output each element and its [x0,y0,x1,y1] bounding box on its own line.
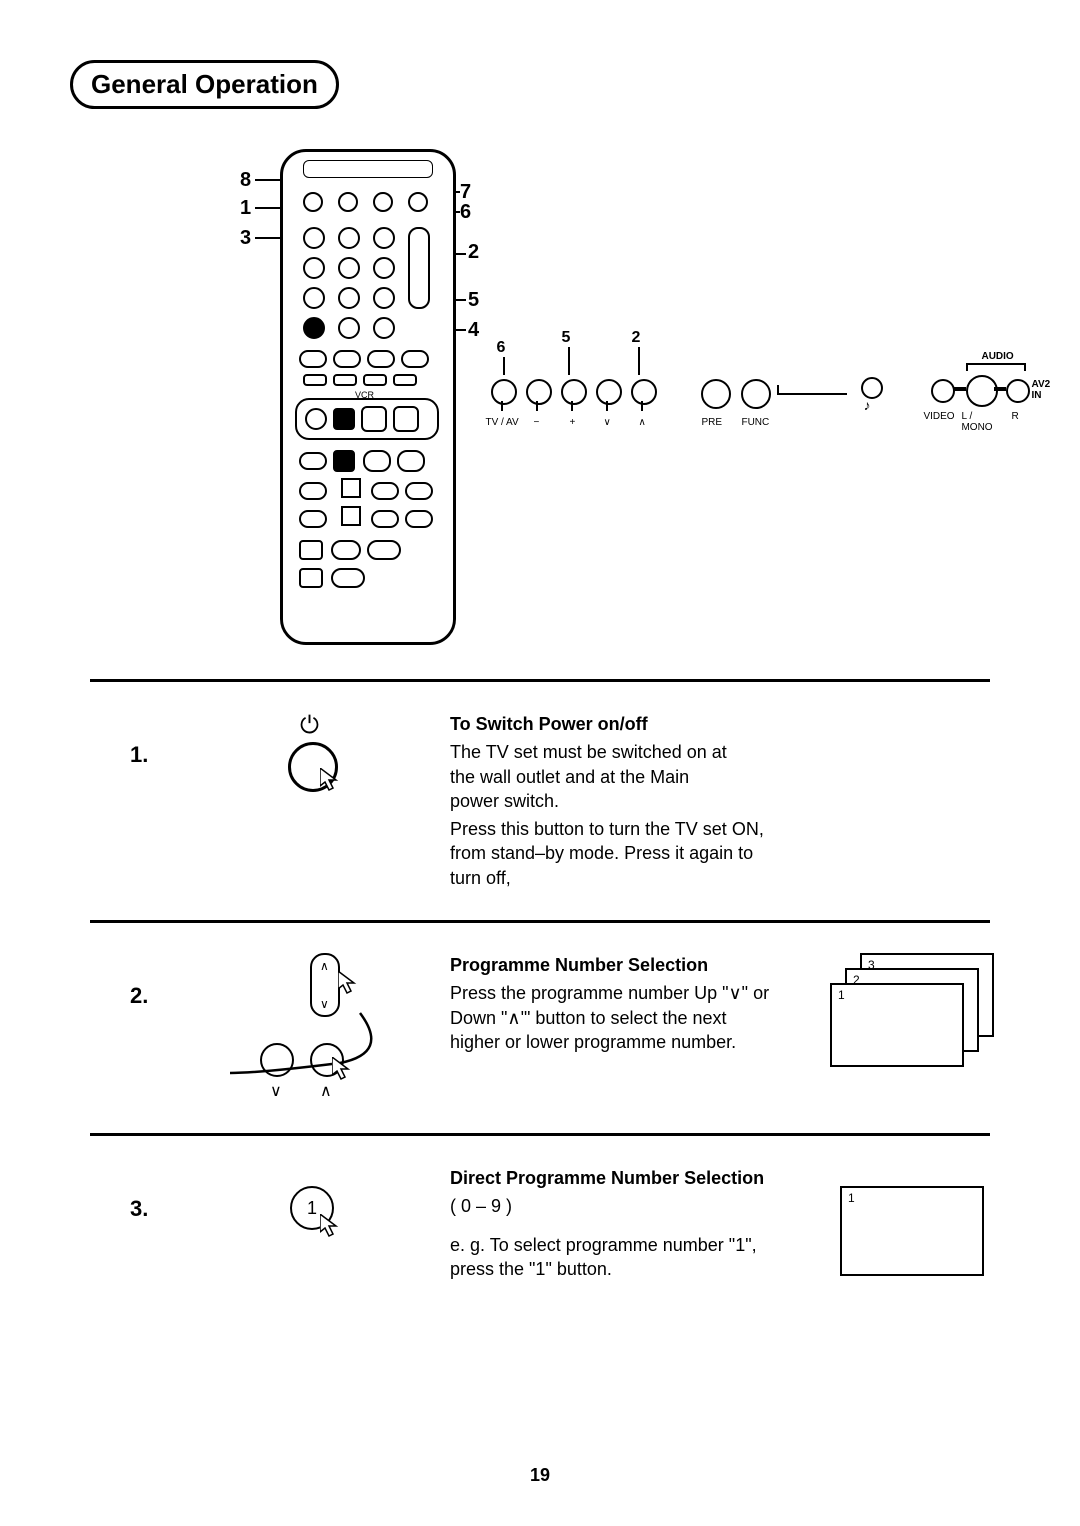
section-3: 3. 1 Direct Programme Number Selection (… [90,1166,990,1286]
section-1: 1. ⏻ To Switch Power on/off The TV set m… [90,712,990,890]
section-1-title: To Switch Power on/off [450,712,990,736]
section-3-title: Direct Programme Number Selection [450,1166,820,1190]
section-2-title: Programme Number Selection [450,953,810,977]
section-3-range: ( 0 – 9 ) [450,1194,820,1218]
section-3-text: Direct Programme Number Selection ( 0 – … [450,1166,990,1281]
section-2: 2. ∧ ∨ ∨ ∧ Programme Num [90,953,990,1103]
section-1-body1: The TV set must be switched on at the wa… [450,740,730,813]
callout-5: 5 [468,289,479,312]
section-number: 3. [90,1166,190,1222]
power-icon [303,192,323,212]
section-1-text: To Switch Power on/off The TV set must b… [450,712,990,890]
section-3-icon: 1 [220,1166,420,1286]
power-symbol-icon: ⏻ [300,712,319,740]
callout-4: 4 [468,319,479,342]
page-title: General Operation [70,60,339,109]
tv-stack-icon: 3 2 1 [830,953,990,1063]
rocker-vertical [408,227,430,309]
cursor-icon [338,971,366,999]
down-arrow-icon [341,506,361,526]
brand-strip [303,160,433,178]
section-2-body: Press the programme number Up "∨" or Dow… [450,981,780,1054]
remote-diagram: 8 1 3 7 6 2 5 4 [220,149,451,649]
remote-body: VCR [280,149,456,645]
jack-icon [861,377,883,399]
top-figures: 8 1 3 7 6 2 5 4 [90,149,990,649]
section-2-icon: ∧ ∨ ∨ ∧ [220,953,420,1103]
section-1-icon: ⏻ [220,712,420,832]
cursor-icon [320,768,350,798]
callout-6: 6 [460,201,471,224]
callout-8: 8 [240,169,251,192]
section-number: 1. [90,712,190,768]
tv-single-icon: 1 [840,1186,990,1276]
divider [90,1133,990,1136]
manual-page: General Operation 8 1 3 7 6 2 5 4 [0,0,1080,1526]
section-3-body: e. g. To select programme number "1", pr… [450,1233,790,1282]
section-number: 2. [90,953,190,1009]
callout-3: 3 [240,227,251,250]
headphone-icon: ♪ [863,397,870,413]
page-number: 19 [0,1465,1080,1486]
cursor-icon [320,1214,348,1242]
up-arrow-icon [341,478,361,498]
section-1-body2: Press this button to turn the TV set ON,… [450,817,770,890]
divider [90,920,990,923]
callout-2: 2 [468,241,479,264]
cursor-icon [332,1057,358,1083]
divider [90,679,990,682]
callout-1: 1 [240,197,251,220]
panel-diagram: 6 5 2 TV / AV − + ∨ ∧ PR [491,359,990,559]
section-2-text: Programme Number Selection Press the pro… [450,953,990,1063]
vcr-section: VCR [295,398,439,440]
